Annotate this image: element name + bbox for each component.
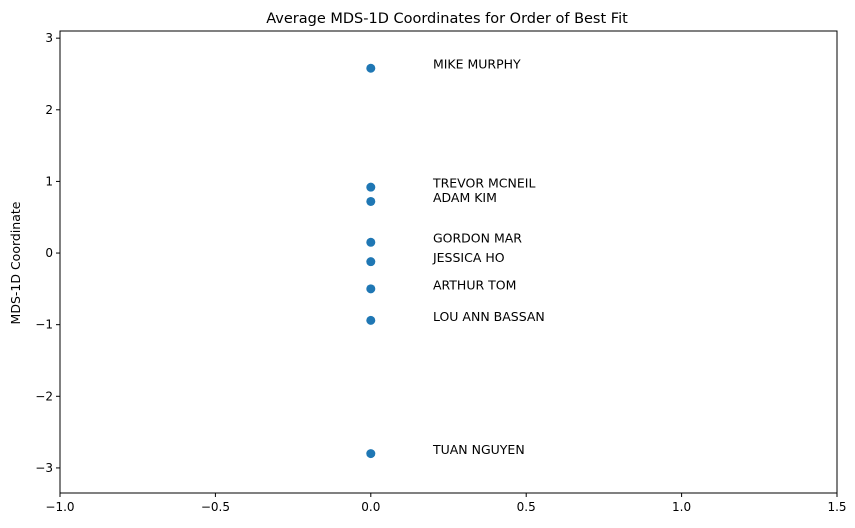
x-tick-label: −0.5 (201, 500, 230, 514)
data-point (366, 449, 376, 459)
data-point (366, 196, 376, 206)
x-tick-label: 1.5 (827, 500, 846, 514)
data-point (366, 315, 376, 325)
x-tick-label: 1.0 (672, 500, 691, 514)
point-label: ARTHUR TOM (433, 277, 516, 292)
y-tick-label: −2 (35, 389, 53, 403)
data-point (366, 257, 376, 267)
point-label: TREVOR MCNEIL (432, 176, 535, 191)
y-axis-label: MDS-1D Coordinate (8, 201, 23, 324)
x-tick-label: 0.0 (361, 500, 380, 514)
y-tick-label: 3 (45, 31, 53, 45)
y-tick-label: −1 (35, 318, 53, 332)
y-tick-label: 2 (45, 103, 53, 117)
point-label: LOU ANN BASSAN (433, 309, 545, 324)
y-tick-label: 0 (45, 246, 53, 260)
data-point (366, 182, 376, 192)
x-tick-label: −1.0 (45, 500, 74, 514)
x-tick-label: 0.5 (517, 500, 536, 514)
data-point (366, 63, 376, 73)
y-tick-label: −3 (35, 461, 53, 475)
chart-title: Average MDS-1D Coordinates for Order of … (266, 11, 628, 27)
axis-ticks: −1.0 −0.5 0.0 0.5 1.0 1.5 −3 −2 −1 0 1 2 3 (35, 31, 846, 514)
data-point (366, 284, 376, 294)
point-label: JESSICA HO (432, 250, 505, 265)
data-point (366, 237, 376, 247)
point-label: GORDON MAR (433, 231, 522, 246)
point-label: MIKE MURPHY (433, 57, 521, 72)
point-label: TUAN NGUYEN (432, 442, 525, 457)
y-tick-label: 1 (45, 174, 53, 188)
plot-area-frame (59, 30, 838, 494)
point-label: ADAM KIM (433, 190, 497, 205)
